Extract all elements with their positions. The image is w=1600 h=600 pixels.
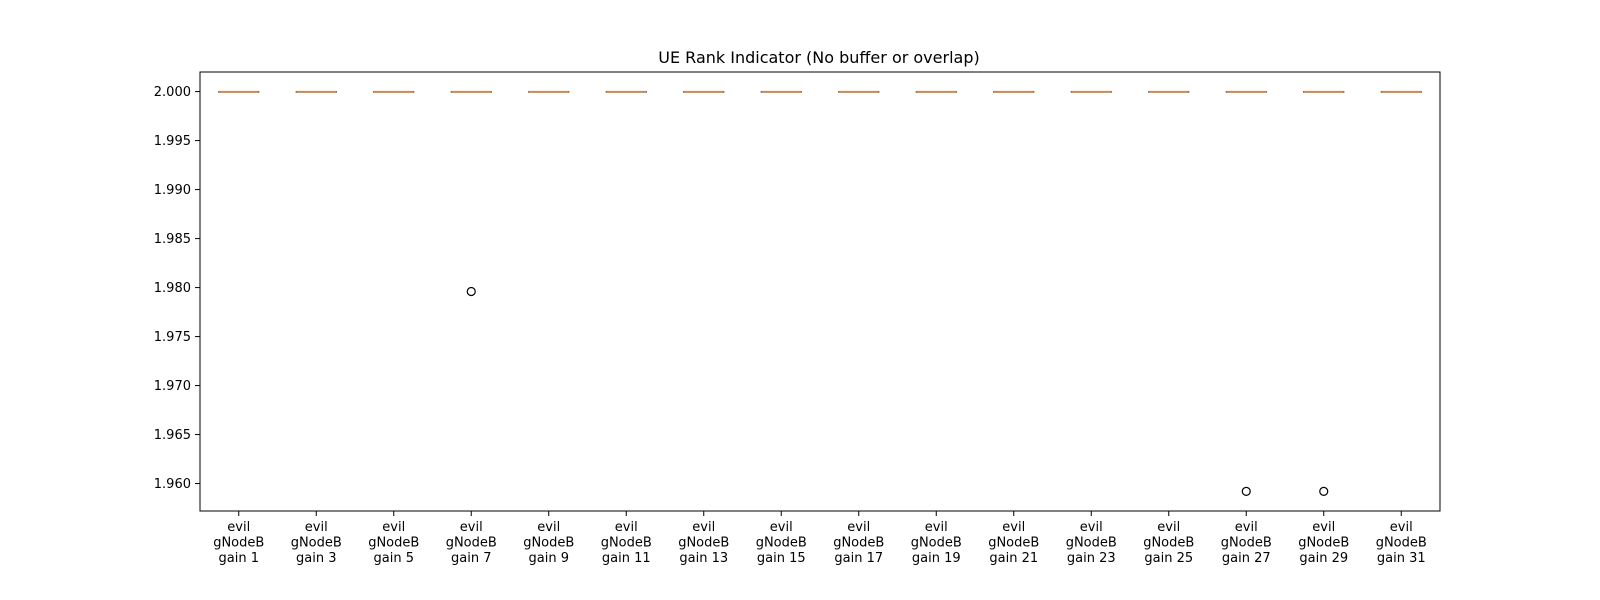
x-tick-label: evil gNodeB gain 5 xyxy=(368,520,419,566)
x-tick-label: evil gNodeB gain 9 xyxy=(523,520,574,566)
x-tick-label: evil gNodeB gain 17 xyxy=(833,520,884,566)
x-tick-label-line: gNodeB xyxy=(291,536,342,551)
x-tick-label: evil gNodeB gain 29 xyxy=(1298,520,1349,566)
y-tick-label: 1.965 xyxy=(154,428,191,443)
outlier-point xyxy=(1241,486,1251,497)
box-9 xyxy=(838,90,880,93)
x-tick-label-line: gNodeB xyxy=(601,536,652,551)
x-tick-label-line: gain 9 xyxy=(529,551,569,566)
x-tick-label-line: gain 11 xyxy=(602,551,651,566)
x-tick-label: evil gNodeB gain 27 xyxy=(1221,520,1272,566)
box-6 xyxy=(605,90,647,93)
x-tick-label-line: evil xyxy=(460,520,483,535)
y-tick-label: 1.985 xyxy=(154,232,191,247)
x-tick-label-line: gNodeB xyxy=(678,536,729,551)
x-tick-label-line: evil xyxy=(1002,520,1025,535)
y-axis: 1.960 1.965 1.970 1.975 1.980 1.985 1.990 1.995… xyxy=(154,85,200,492)
x-tick-label-line: gain 29 xyxy=(1299,551,1348,566)
x-tick-label-line: evil xyxy=(1312,520,1335,535)
x-tick-label: evil gNodeB gain 1 xyxy=(213,520,264,566)
x-tick-label-line: gNodeB xyxy=(368,536,419,551)
x-tick-label-line: gain 1 xyxy=(219,551,259,566)
x-tick-label-line: gNodeB xyxy=(1376,536,1427,551)
x-tick-label-line: gain 25 xyxy=(1144,551,1193,566)
x-tick-label-line: evil xyxy=(615,520,638,535)
box-4 xyxy=(450,90,492,297)
x-tick-label-line: evil xyxy=(692,520,715,535)
x-tick-label-line: gain 23 xyxy=(1067,551,1116,566)
x-tick-label-line: evil xyxy=(382,520,405,535)
y-tick-label: 1.970 xyxy=(154,379,191,394)
box-3 xyxy=(373,90,415,93)
x-tick-label-line: gain 19 xyxy=(912,551,961,566)
x-tick-label-line: evil xyxy=(847,520,870,535)
chart-title: UE Rank Indicator (No buffer or overlap) xyxy=(658,48,979,67)
box-15 xyxy=(1303,90,1345,497)
x-tick-label-line: gNodeB xyxy=(1298,536,1349,551)
x-tick-label-line: evil xyxy=(537,520,560,535)
x-tick-label: evil gNodeB gain 23 xyxy=(1066,520,1117,566)
x-tick-label-line: gNodeB xyxy=(213,536,264,551)
box-14 xyxy=(1225,90,1267,497)
outlier-point xyxy=(1319,486,1329,497)
x-tick-label: evil gNodeB gain 3 xyxy=(291,520,342,566)
y-tick-label: 1.995 xyxy=(154,134,191,149)
y-tick-label: 1.960 xyxy=(154,477,191,492)
y-tick-label: 1.975 xyxy=(154,330,191,345)
x-tick-label-line: gain 13 xyxy=(679,551,728,566)
box-13 xyxy=(1148,90,1190,93)
x-tick-label-line: gNodeB xyxy=(523,536,574,551)
x-tick-label-line: evil xyxy=(1235,520,1258,535)
plot-area xyxy=(218,90,1422,497)
x-tick-label-line: evil xyxy=(925,520,948,535)
box-8 xyxy=(760,90,802,93)
box-7 xyxy=(683,90,725,93)
y-tick-label: 1.990 xyxy=(154,183,191,198)
x-tick-label: evil gNodeB gain 13 xyxy=(678,520,729,566)
x-tick-label-line: gNodeB xyxy=(833,536,884,551)
x-tick-label: evil gNodeB gain 25 xyxy=(1143,520,1194,566)
x-tick-label-line: gain 15 xyxy=(757,551,806,566)
x-tick-label-line: gain 5 xyxy=(374,551,414,566)
x-tick-label: evil gNodeB gain 11 xyxy=(601,520,652,566)
x-tick-label-line: evil xyxy=(227,520,250,535)
x-tick-label-line: gNodeB xyxy=(988,536,1039,551)
x-tick-label-line: evil xyxy=(770,520,793,535)
x-tick-label: evil gNodeB gain 19 xyxy=(911,520,962,566)
y-tick-label: 1.980 xyxy=(154,281,191,296)
x-tick-label-line: gain 21 xyxy=(989,551,1038,566)
box-16 xyxy=(1380,90,1422,93)
x-tick-label-line: gNodeB xyxy=(446,536,497,551)
box-1 xyxy=(218,90,260,93)
x-tick-label-line: evil xyxy=(1157,520,1180,535)
axes-frame xyxy=(199,71,1441,512)
x-tick-label: evil gNodeB gain 21 xyxy=(988,520,1039,566)
x-tick-label-line: evil xyxy=(305,520,328,535)
box-5 xyxy=(528,90,570,93)
x-tick-label-line: gNodeB xyxy=(756,536,807,551)
box-12 xyxy=(1070,90,1112,93)
x-tick-label-line: gNodeB xyxy=(1143,536,1194,551)
box-11 xyxy=(993,90,1035,93)
x-tick-label-line: gNodeB xyxy=(1066,536,1117,551)
x-tick-label-line: gain 3 xyxy=(296,551,336,566)
x-tick-label-line: gain 7 xyxy=(451,551,491,566)
box-2 xyxy=(295,90,337,93)
box-10 xyxy=(915,90,957,93)
x-tick-label-line: gNodeB xyxy=(1221,536,1272,551)
x-tick-label: evil gNodeB gain 15 xyxy=(756,520,807,566)
x-tick-label: evil gNodeB gain 31 xyxy=(1376,520,1427,566)
y-tick-label: 2.000 xyxy=(154,85,191,100)
x-tick-label-line: evil xyxy=(1390,520,1413,535)
x-tick-label-line: gain 17 xyxy=(834,551,883,566)
x-tick-label: evil gNodeB gain 7 xyxy=(446,520,497,566)
x-tick-label-line: evil xyxy=(1080,520,1103,535)
x-tick-label-line: gNodeB xyxy=(911,536,962,551)
x-tick-label-line: gain 27 xyxy=(1222,551,1271,566)
outlier-point xyxy=(466,286,476,297)
x-tick-label-line: gain 31 xyxy=(1377,551,1426,566)
